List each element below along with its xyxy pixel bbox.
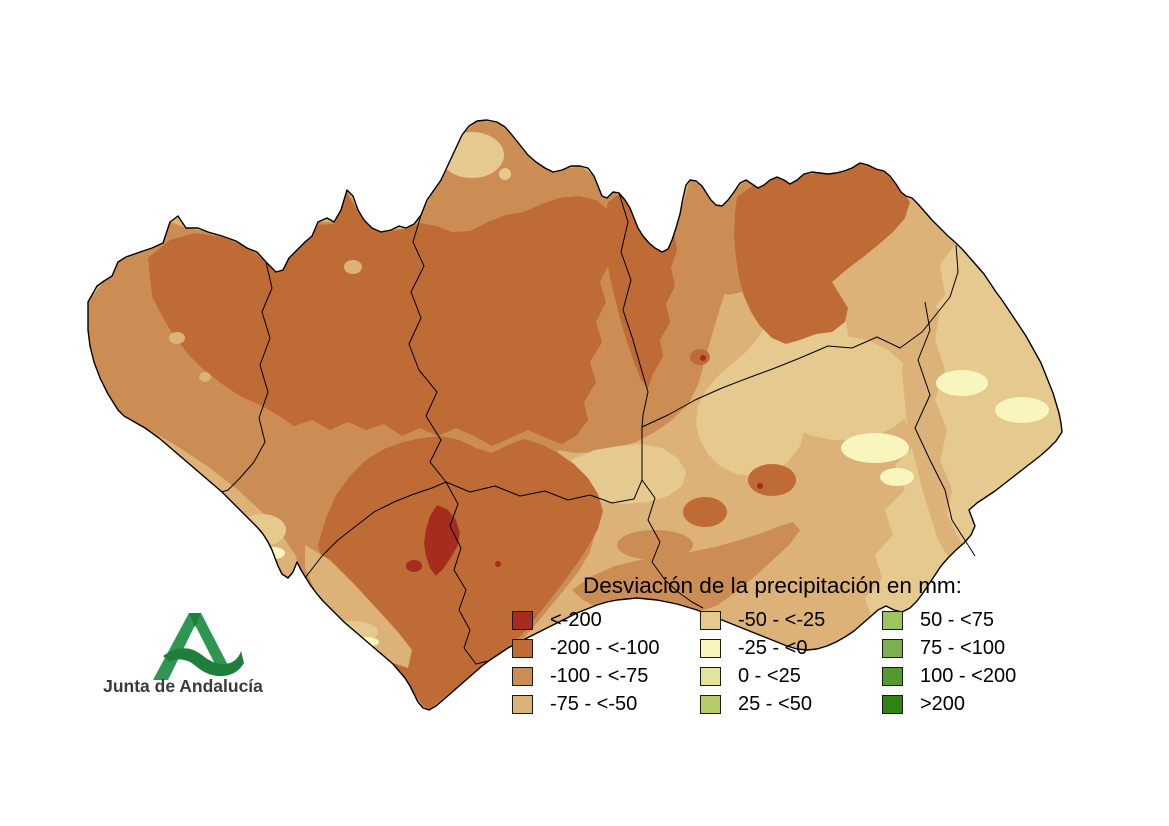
region-outline (87, 119, 1063, 711)
junta-de-andalucia-logo-icon (153, 613, 244, 680)
province-borders (221, 192, 976, 665)
junta-de-andalucia-logo-text: Junta de Andalucía (103, 676, 263, 696)
